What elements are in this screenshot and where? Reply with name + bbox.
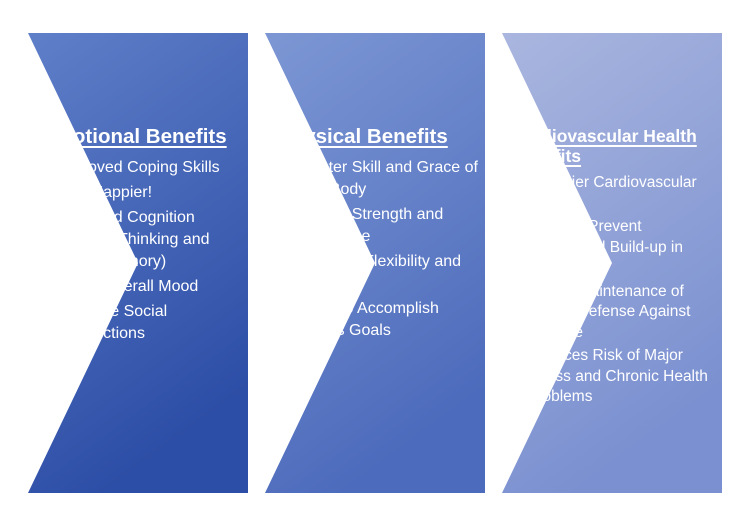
panel-title-cardiovascular: Cardiovascular Health Benefits	[512, 126, 697, 167]
bullet-icon: •	[42, 209, 48, 227]
list-item: • Ability to Accomplish Fitness Goals	[278, 298, 478, 342]
list-item-text: Better Overall Mood	[56, 278, 199, 296]
benefit-list-physical: • Greater Skill and Grace of Your Body • G…	[278, 157, 478, 342]
list-item-text: Reduces Risk of Major Illness and Chroni…	[527, 347, 708, 406]
list-item: • Greater Skill and Grace of Your Body	[278, 157, 478, 201]
benefit-list-emotional: • Improved Coping Skills • Feel Happier! •…	[41, 157, 246, 345]
list-item-text: Healthier Cardiovascular System	[527, 174, 697, 212]
bullet-icon: •	[42, 303, 48, 321]
list-item: • Feel Happier!	[41, 182, 246, 204]
list-item-text: Improved Cognition (Clearer Thinking and…	[56, 209, 210, 271]
panel-title-physical: Physical Benefits	[278, 125, 448, 148]
list-item: • Reduces Risk of Major Illness and Chron…	[512, 346, 720, 408]
panel-cardiovascular: Cardiovascular Health Benefits • Healthie…	[512, 126, 720, 411]
panel-emotional: Emotional Benefits • Improved Coping Skil…	[41, 125, 246, 348]
benefit-list-cardiovascular: • Healthier Cardiovascular System • Helps …	[512, 173, 720, 408]
list-item: • Enhance Social Connections	[41, 301, 246, 345]
bullet-icon: •	[279, 206, 285, 224]
list-item-text: Greater Strength and Endurance	[293, 206, 444, 246]
panel-title-emotional: Emotional Benefits	[41, 125, 227, 148]
list-item-text: Enhance Social Connections	[56, 303, 168, 343]
list-item-text: Greater Skill and Grace of Your Body	[293, 159, 478, 199]
bullet-icon: •	[513, 174, 519, 192]
panel-physical: Physical Benefits • Greater Skill and Gra…	[278, 125, 478, 345]
chevron-shape-cardiovascular	[502, 33, 722, 493]
chevron-shape-emotional	[28, 33, 248, 493]
list-item: • Improved Coping Skills	[41, 157, 246, 179]
list-item: • Healthier Cardiovascular System	[512, 173, 720, 214]
list-item-text: Helps to Prevent Cholesterol Build-up in…	[527, 218, 683, 277]
bullet-icon: •	[513, 218, 519, 236]
list-item: • Helps to Prevent Cholesterol Build-up i…	[512, 217, 720, 279]
list-item: • Improved Flexibility and Agility	[278, 251, 478, 295]
bullet-icon: •	[42, 278, 48, 296]
bullet-icon: •	[513, 347, 519, 365]
bullet-icon: •	[279, 253, 285, 271]
bullet-icon: •	[42, 159, 48, 177]
list-item-text: Ability to Accomplish Fitness Goals	[293, 300, 439, 340]
chevron-shape-physical	[265, 33, 485, 493]
list-item: • Aids in Maintenance of Body’s Defense A…	[512, 282, 720, 344]
list-item-text: Improved Coping Skills	[56, 159, 220, 177]
bullet-icon: •	[279, 300, 285, 318]
list-item: • Greater Strength and Endurance	[278, 204, 478, 248]
list-item-text: Aids in Maintenance of Body’s Defense Ag…	[527, 282, 691, 341]
bullet-icon: •	[279, 159, 285, 177]
list-item-text: Improved Flexibility and Agility	[293, 253, 462, 293]
bullet-icon: •	[42, 184, 48, 202]
list-item: • Better Overall Mood	[41, 276, 246, 298]
list-item: • Improved Cognition (Clearer Thinking an…	[41, 207, 246, 273]
bullet-icon: •	[513, 282, 519, 300]
list-item-text: Feel Happier!	[56, 184, 153, 202]
